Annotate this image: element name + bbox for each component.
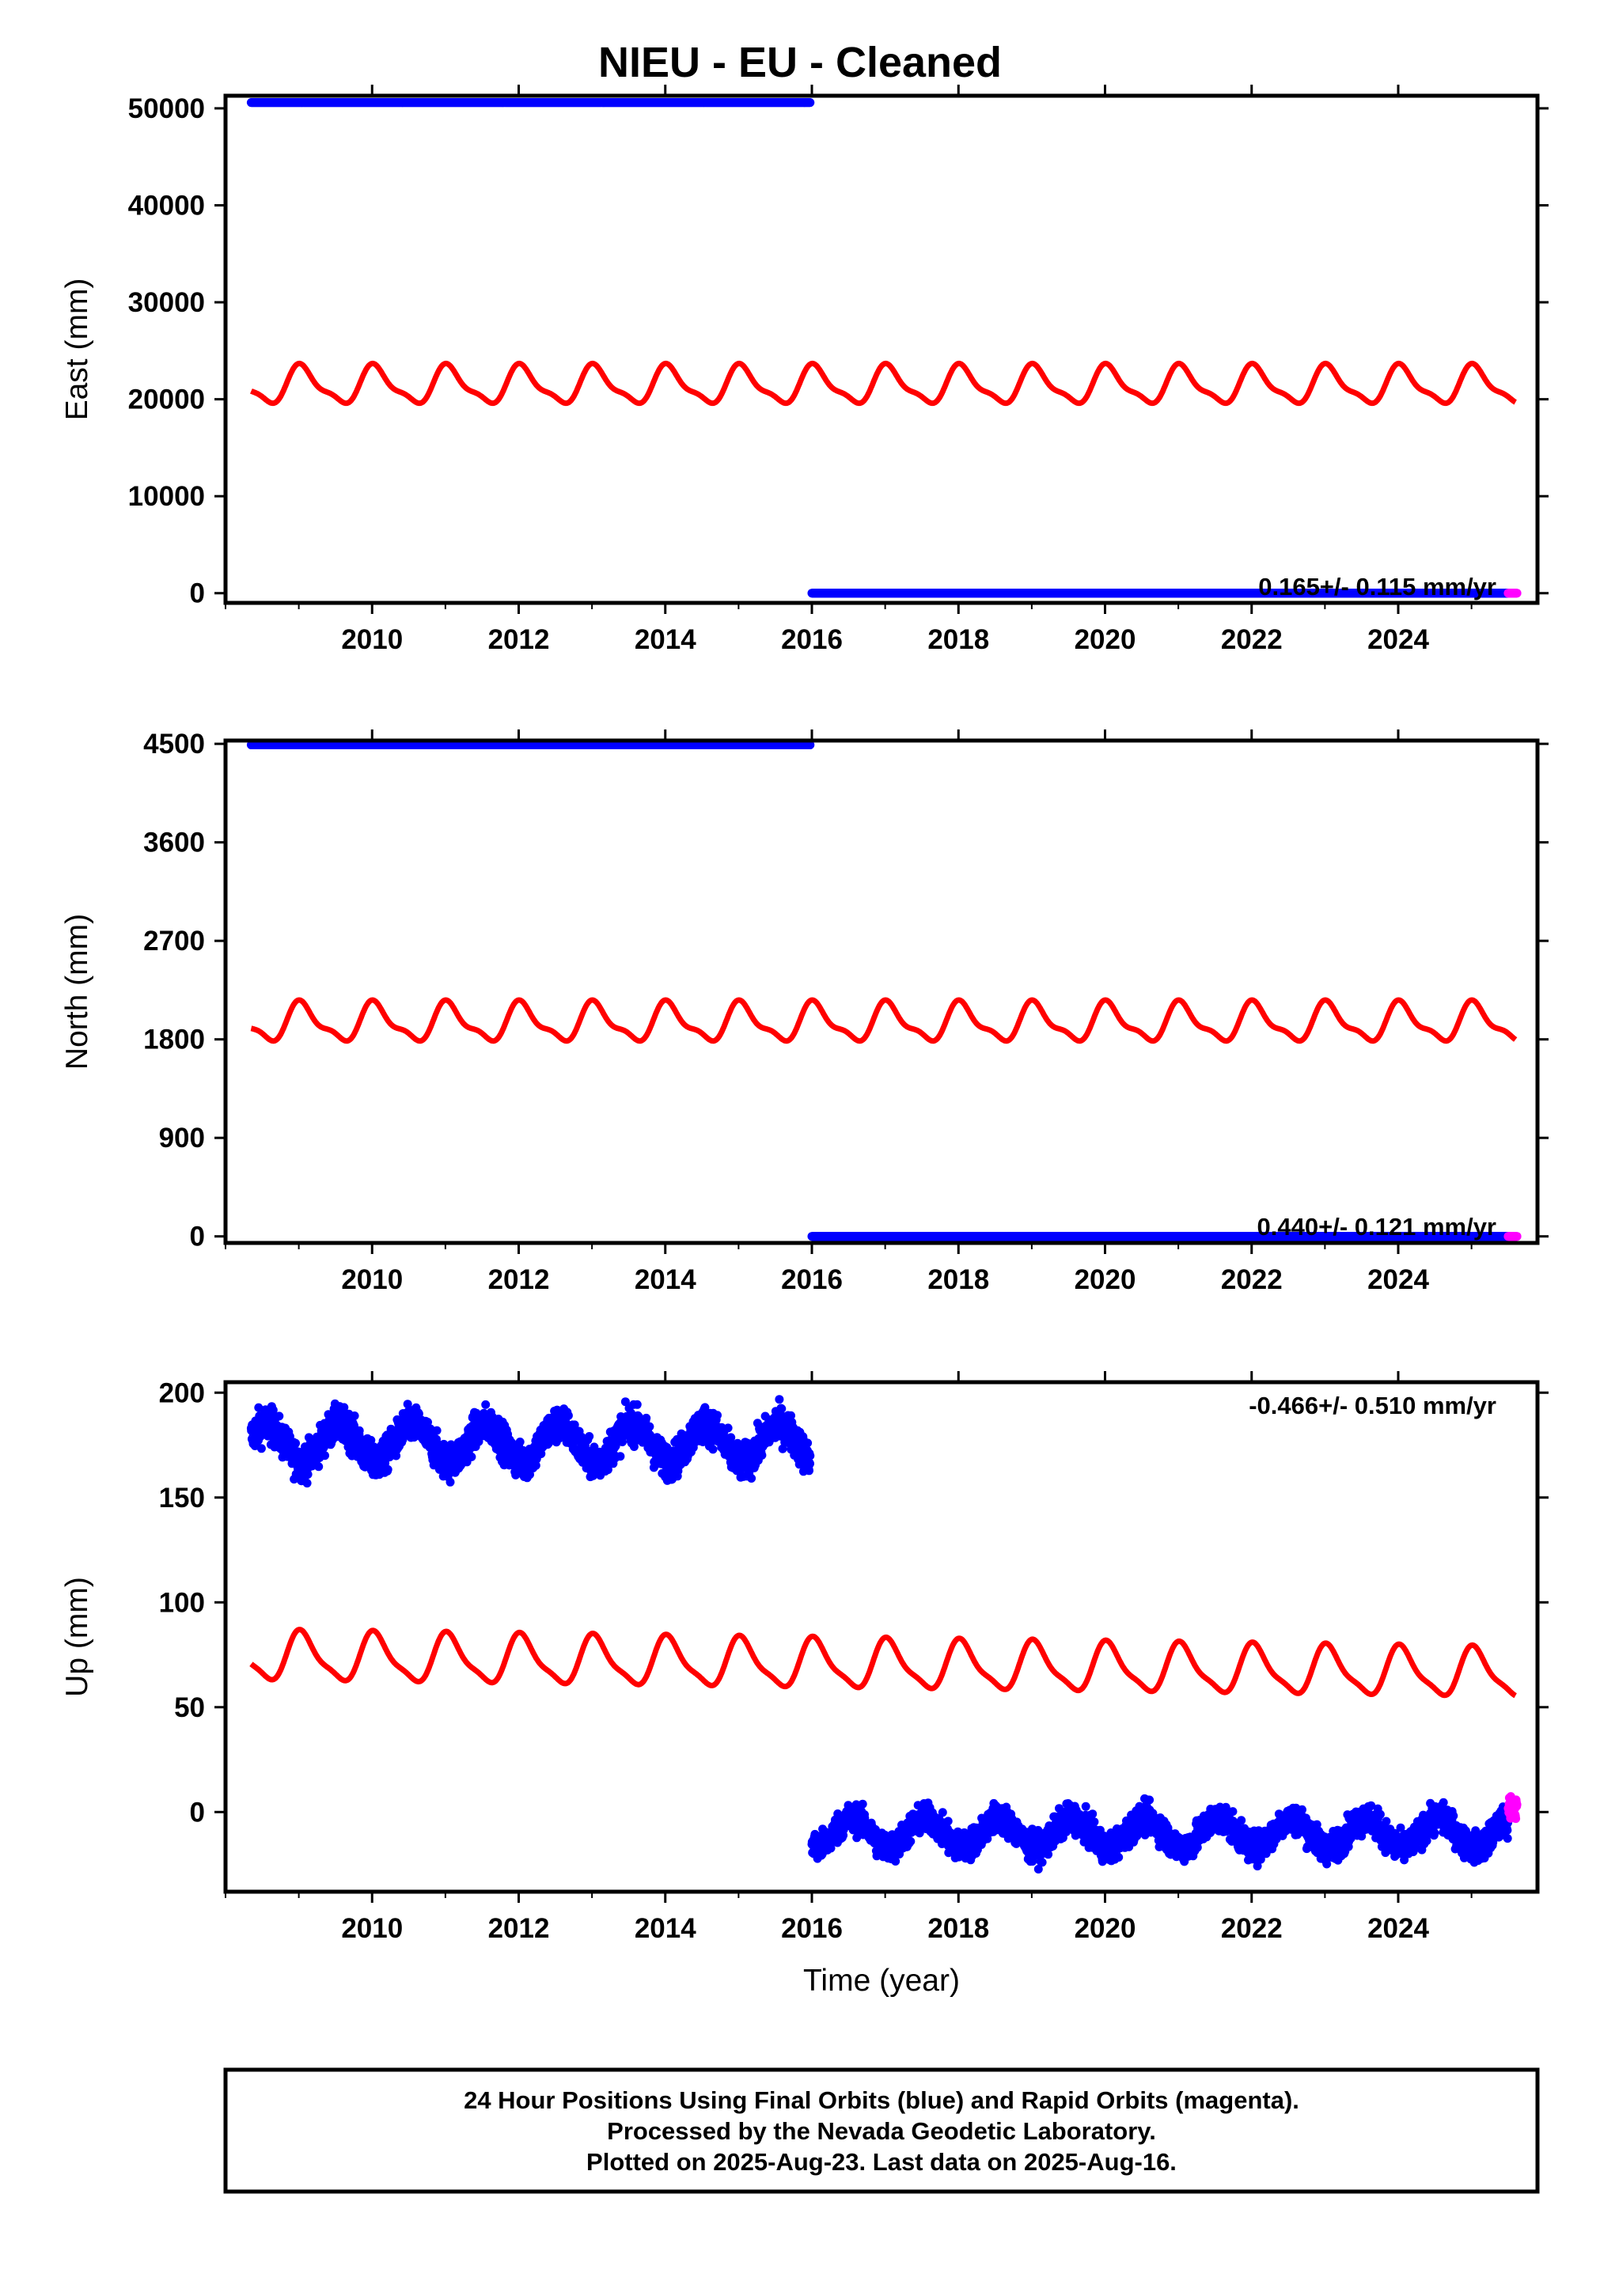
y-tick-label: 30000: [128, 287, 205, 318]
y-tick-label: 40000: [128, 190, 205, 221]
chart-title: NIEU - EU - Cleaned: [598, 39, 1002, 86]
x-tick-label: 2016: [781, 624, 843, 655]
rate-label: 0.165+/- 0.115 mm/yr: [1258, 573, 1496, 601]
x-tick-label: 2014: [635, 624, 696, 655]
x-tick-label: 2024: [1367, 624, 1429, 655]
x-tick-label: 2020: [1075, 624, 1136, 655]
y-axis-title: East (mm): [60, 278, 94, 421]
plot-area: [246, 98, 1522, 598]
x-tick-label: 2010: [341, 624, 403, 655]
x-tick-label: 2018: [927, 624, 989, 655]
y-tick-label: 10000: [128, 481, 205, 512]
y-tick-label: 20000: [128, 385, 205, 415]
y-tick-label: 0: [190, 578, 205, 609]
rapid-orbit-point: [1512, 589, 1522, 598]
east-panel: 2010 2012 2014 2016 2018 2020 2022 2024 0 10000 20…: [60, 85, 1549, 655]
x-tick-label: 2012: [488, 624, 550, 655]
y-tick-label: 50000: [128, 93, 205, 124]
x-tick-label: 2010: [341, 1264, 403, 1295]
final-orbit-point: [806, 98, 815, 108]
x-tick-label: 2022: [1221, 624, 1283, 655]
